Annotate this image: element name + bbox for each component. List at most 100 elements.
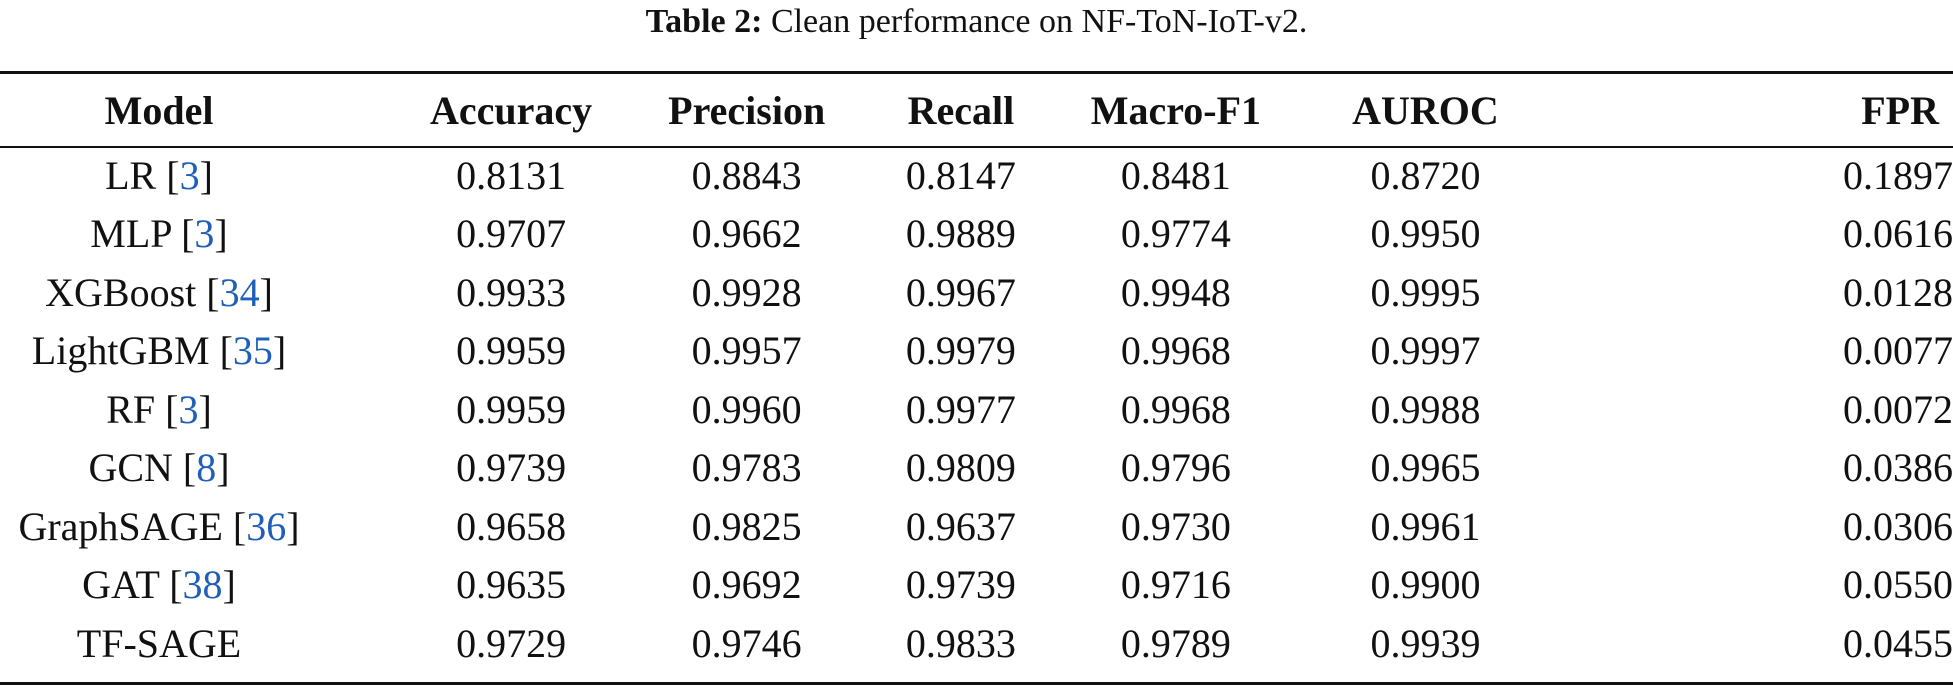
column-header-model: Model <box>104 87 214 133</box>
table-caption-label: Table 2: <box>645 3 763 40</box>
value-cell-macro-f1: 0.9716 <box>1120 562 1231 608</box>
citation-link[interactable]: 38 <box>182 562 223 608</box>
column-header-macro-f1: Macro-F1 <box>1090 87 1262 133</box>
model-cell: LR [3] <box>0 146 318 205</box>
value-cell-recall: 0.8147 <box>905 152 1016 198</box>
value-cell-recall: 0.9809 <box>905 445 1016 491</box>
citation-link[interactable]: 3 <box>179 152 200 198</box>
model-name: MLP <box>90 211 172 257</box>
model-cell: RF [3] <box>0 380 318 439</box>
citation-bracket: [ <box>171 211 195 257</box>
table-row: GAT [38] 0.9635 0.9692 0.9739 0.9716 0.9900 0.… <box>0 556 1953 615</box>
value-cell-auroc: 0.9961 <box>1370 503 1481 549</box>
value-cell-accuracy: 0.9933 <box>456 269 567 315</box>
top-rule <box>0 71 1953 74</box>
citation-bracket: [ <box>156 152 180 198</box>
citation-bracket: [ <box>172 445 197 491</box>
value-cell-fpr: 0.0455 <box>1843 620 1953 666</box>
citation-link[interactable]: 36 <box>246 503 287 549</box>
value-cell-macro-f1: 0.9730 <box>1120 503 1231 549</box>
table-caption-text: Clean performance on NF-ToN-IoT-v2. <box>770 3 1308 40</box>
value-cell-macro-f1: 0.9968 <box>1120 328 1231 374</box>
model-name: TF-SAGE <box>76 620 242 666</box>
citation-link[interactable]: 34 <box>219 269 260 315</box>
value-cell-accuracy: 0.8131 <box>456 152 567 198</box>
value-cell-precision: 0.9662 <box>691 211 802 257</box>
table-row: XGBoost [34] 0.9933 0.9928 0.9967 0.9948 0.99… <box>0 263 1953 322</box>
citation-bracket: [ <box>209 328 233 374</box>
value-cell-auroc: 0.8720 <box>1370 152 1481 198</box>
citation-bracket: ] <box>272 328 287 374</box>
model-name: GCN <box>88 445 173 491</box>
column-header-accuracy: Accuracy <box>430 87 593 133</box>
model-name: LightGBM <box>31 328 210 374</box>
table-body: LR [3] 0.8131 0.8843 0.8147 0.8481 0.8720 0.18… <box>0 146 1953 673</box>
value-cell-recall: 0.9637 <box>905 503 1016 549</box>
model-cell: GCN [8] <box>0 439 318 498</box>
column-header-precision: Precision <box>668 87 826 133</box>
column-header-recall: Recall <box>907 87 1015 133</box>
value-cell-recall: 0.9977 <box>905 386 1016 432</box>
value-cell-recall: 0.9889 <box>905 211 1016 257</box>
table-row: LR [3] 0.8131 0.8843 0.8147 0.8481 0.8720 0.18… <box>0 146 1953 205</box>
value-cell-auroc: 0.9965 <box>1370 445 1481 491</box>
value-cell-accuracy: 0.9658 <box>456 503 567 549</box>
value-cell-macro-f1: 0.9968 <box>1120 386 1231 432</box>
citation-link[interactable]: 8 <box>196 445 217 491</box>
table-row: GCN [8] 0.9739 0.9783 0.9809 0.9796 0.9965 0.0… <box>0 439 1953 498</box>
value-cell-auroc: 0.9939 <box>1370 620 1481 666</box>
value-cell-fpr: 0.0072 <box>1843 386 1953 432</box>
value-cell-auroc: 0.9988 <box>1370 386 1481 432</box>
value-cell-accuracy: 0.9739 <box>456 445 567 491</box>
value-cell-recall: 0.9967 <box>905 269 1016 315</box>
citation-bracket: ] <box>216 445 230 491</box>
model-name: GAT <box>82 562 160 608</box>
value-cell-macro-f1: 0.8481 <box>1120 152 1231 198</box>
citation-bracket: [ <box>159 562 183 608</box>
value-cell-precision: 0.9960 <box>691 386 802 432</box>
results-table: Model Accuracy Precision Recall Macro-F1 AURO… <box>0 74 1953 673</box>
value-cell-auroc: 0.9950 <box>1370 211 1481 257</box>
value-cell-precision: 0.9825 <box>691 503 802 549</box>
value-cell-macro-f1: 0.9774 <box>1120 211 1231 257</box>
citation-bracket: ] <box>199 152 213 198</box>
value-cell-precision: 0.9746 <box>691 620 802 666</box>
value-cell-macro-f1: 0.9789 <box>1120 620 1231 666</box>
header-rule <box>0 146 1953 148</box>
citation-bracket: [ <box>155 386 179 432</box>
value-cell-precision: 0.9692 <box>691 562 802 608</box>
value-cell-accuracy: 0.9959 <box>456 328 567 374</box>
model-cell: XGBoost [34] <box>0 263 318 322</box>
model-name: RF <box>106 386 156 432</box>
citation-link[interactable]: 3 <box>194 211 215 257</box>
value-cell-auroc: 0.9995 <box>1370 269 1481 315</box>
value-cell-precision: 0.9928 <box>691 269 802 315</box>
citation-bracket: ] <box>198 386 212 432</box>
table-caption: Table 2: Clean performance on NF-ToN-IoT… <box>0 0 1953 44</box>
citation-bracket: ] <box>222 562 236 608</box>
citation-bracket: [ <box>222 503 247 549</box>
table-row: LightGBM [35] 0.9959 0.9957 0.9979 0.9968 0.9… <box>0 322 1953 381</box>
header-row: Model Accuracy Precision Recall Macro-F1 AURO… <box>0 74 1953 146</box>
value-cell-macro-f1: 0.9948 <box>1120 269 1231 315</box>
value-cell-accuracy: 0.9729 <box>456 620 567 666</box>
value-cell-fpr: 0.0550 <box>1843 562 1953 608</box>
value-cell-auroc: 0.9997 <box>1370 328 1481 374</box>
value-cell-fpr: 0.0128 <box>1843 269 1953 315</box>
citation-bracket: [ <box>196 269 220 315</box>
model-cell: GraphSAGE [36] <box>0 497 318 556</box>
citation-link[interactable]: 35 <box>232 328 273 374</box>
column-header-auroc: AUROC <box>1352 87 1499 133</box>
value-cell-fpr: 0.0306 <box>1843 503 1953 549</box>
value-cell-precision: 0.9783 <box>691 445 802 491</box>
value-cell-precision: 0.8843 <box>691 152 802 198</box>
citation-link[interactable]: 3 <box>178 386 199 432</box>
value-cell-fpr: 0.0386 <box>1843 445 1953 491</box>
value-cell-fpr: 0.1897 <box>1843 152 1953 198</box>
model-name: GraphSAGE <box>18 503 223 549</box>
model-cell: MLP [3] <box>0 205 318 264</box>
value-cell-fpr: 0.0077 <box>1843 328 1953 374</box>
model-cell: TF-SAGE <box>0 614 318 673</box>
value-cell-accuracy: 0.9707 <box>456 211 567 257</box>
model-name: LR <box>105 152 157 198</box>
